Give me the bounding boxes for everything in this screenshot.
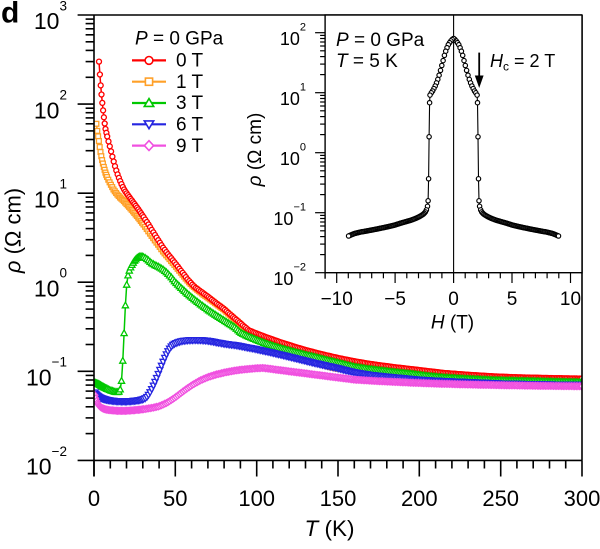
svg-text:50: 50 — [163, 486, 187, 511]
svg-text:300: 300 — [564, 486, 600, 511]
svg-text:H (T): H (T) — [431, 313, 474, 334]
svg-text:−10: −10 — [321, 289, 353, 310]
svg-text:Hc = 2 T: Hc = 2 T — [490, 51, 555, 74]
svg-text:ρ (Ω cm): ρ (Ω cm) — [245, 113, 266, 188]
svg-text:9 T: 9 T — [176, 136, 204, 157]
svg-text:ρ (Ω cm): ρ (Ω cm) — [1, 188, 26, 274]
svg-text:P = 0 GPa: P = 0 GPa — [135, 28, 224, 49]
svg-text:0: 0 — [448, 289, 459, 310]
svg-text:100: 100 — [238, 486, 275, 511]
svg-text:P = 0 GPa: P = 0 GPa — [336, 30, 425, 51]
svg-text:T = 5 K: T = 5 K — [336, 51, 398, 72]
svg-text:d: d — [1, 0, 19, 30]
svg-text:0: 0 — [88, 486, 100, 511]
svg-text:T (K): T (K) — [305, 516, 355, 541]
svg-text:−5: −5 — [384, 289, 406, 310]
svg-text:250: 250 — [482, 486, 519, 511]
svg-text:150: 150 — [320, 486, 357, 511]
svg-text:200: 200 — [401, 486, 438, 511]
svg-text:1 T: 1 T — [176, 72, 204, 93]
svg-text:6 T: 6 T — [176, 115, 204, 136]
svg-text:5: 5 — [507, 289, 518, 310]
svg-text:3 T: 3 T — [176, 93, 204, 114]
svg-text:10: 10 — [560, 289, 581, 310]
svg-text:0 T: 0 T — [176, 51, 204, 72]
